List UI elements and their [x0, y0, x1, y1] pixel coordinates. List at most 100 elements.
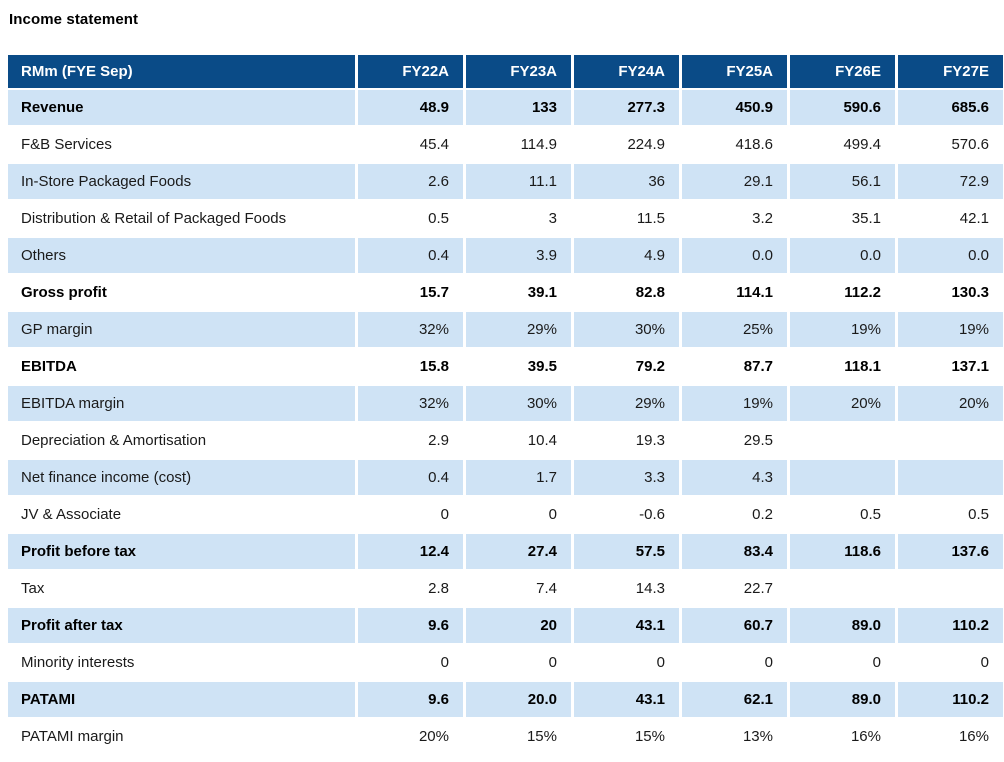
row-value: 114.1: [679, 275, 787, 310]
row-value: 118.1: [787, 349, 895, 384]
row-label: Revenue: [21, 99, 84, 116]
row-value: 29.1: [679, 164, 787, 199]
row-value: 0.0: [787, 238, 895, 273]
row-value: 685.6: [895, 90, 1003, 125]
row-value: 1.7: [463, 460, 571, 495]
row-value: 30%: [463, 386, 571, 421]
row-value: 20%: [787, 386, 895, 421]
table-row: PATAMI margin 20% 15% 15% 13% 16% 16%: [8, 719, 1003, 754]
row-value: 0: [355, 497, 463, 532]
row-value: -0.6: [571, 497, 679, 532]
row-value: 12.4: [355, 534, 463, 569]
row-label: F&B Services: [21, 136, 112, 153]
row-label: Net finance income (cost): [21, 469, 192, 486]
row-value: 137.6: [895, 534, 1003, 569]
row-value: 112.2: [787, 275, 895, 310]
table-row: Distribution & Retail of Packaged Foods …: [8, 201, 1003, 236]
row-value: 19%: [787, 312, 895, 347]
row-value: 10.4: [463, 423, 571, 458]
row-label: Minority interests: [21, 654, 135, 671]
header-year-cell: FY24A: [571, 55, 679, 88]
row-value: 16%: [895, 719, 1003, 754]
row-value: 133: [463, 90, 571, 125]
row-value: 4.3: [679, 460, 787, 495]
row-value: 0.4: [355, 460, 463, 495]
row-value: 130.3: [895, 275, 1003, 310]
row-value: 418.6: [679, 127, 787, 162]
row-value: 29%: [571, 386, 679, 421]
row-value: 15.8: [355, 349, 463, 384]
row-value: [895, 460, 1003, 495]
row-value: 0.5: [895, 497, 1003, 532]
row-value: 7.4: [463, 571, 571, 606]
row-value: 20%: [895, 386, 1003, 421]
row-value: 15%: [571, 719, 679, 754]
row-value: 39.1: [463, 275, 571, 310]
row-value: 11.1: [463, 164, 571, 199]
row-value: 11.5: [571, 201, 679, 236]
row-value: 0: [355, 645, 463, 680]
table-row: Tax 2.8 7.4 14.3 22.7: [8, 571, 1003, 606]
row-value: 3: [463, 201, 571, 236]
row-label: PATAMI: [21, 691, 76, 708]
row-value: 0: [679, 645, 787, 680]
row-value: [787, 571, 895, 606]
row-value: 22.7: [679, 571, 787, 606]
row-value: 35.1: [787, 201, 895, 236]
row-value: 15.7: [355, 275, 463, 310]
row-label: Tax: [21, 580, 45, 597]
row-value: 110.2: [895, 682, 1003, 717]
table-header-row: RMm (FYE Sep) FY22A FY23A FY24A FY25A FY26E F…: [8, 55, 1003, 88]
row-value: 13%: [679, 719, 787, 754]
row-value: 42.1: [895, 201, 1003, 236]
header-year-cell: FY27E: [895, 55, 1003, 88]
row-value: 20%: [355, 719, 463, 754]
page-title: Income statement: [9, 11, 139, 28]
row-value: 25%: [679, 312, 787, 347]
income-statement-table: RMm (FYE Sep) FY22A FY23A FY24A FY25A FY26E F…: [8, 55, 1003, 756]
row-value: 0: [463, 645, 571, 680]
row-value: 14.3: [571, 571, 679, 606]
table-row: Others 0.4 3.9 4.9 0.0 0.0 0.0: [8, 238, 1003, 273]
row-value: 114.9: [463, 127, 571, 162]
table-row: Revenue 48.9 133 277.3 450.9 590.6 685.6: [8, 90, 1003, 125]
row-label: EBITDA margin: [21, 395, 125, 412]
row-value: [895, 423, 1003, 458]
row-value: [787, 423, 895, 458]
table-row: Net finance income (cost) 0.4 1.7 3.3 4.3: [8, 460, 1003, 495]
row-value: 0.4: [355, 238, 463, 273]
row-value: 57.5: [571, 534, 679, 569]
row-value: 83.4: [679, 534, 787, 569]
row-value: 62.1: [679, 682, 787, 717]
table-row: Profit after tax 9.6 20 43.1 60.7 89.0 110.2: [8, 608, 1003, 643]
row-value: 19%: [679, 386, 787, 421]
header-year-cell: FY25A: [679, 55, 787, 88]
row-value: 82.8: [571, 275, 679, 310]
table-row: EBITDA 15.8 39.5 79.2 87.7 118.1 137.1: [8, 349, 1003, 384]
row-value: 36: [571, 164, 679, 199]
row-value: 43.1: [571, 682, 679, 717]
table-row: JV & Associate 0 0 -0.6 0.2 0.5 0.5: [8, 497, 1003, 532]
row-value: 56.1: [787, 164, 895, 199]
row-value: 110.2: [895, 608, 1003, 643]
header-year-cell: FY26E: [787, 55, 895, 88]
row-value: 0: [463, 497, 571, 532]
row-value: 72.9: [895, 164, 1003, 199]
table-row: EBITDA margin 32% 30% 29% 19% 20% 20%: [8, 386, 1003, 421]
row-value: 0: [895, 645, 1003, 680]
table-row: Profit before tax 12.4 27.4 57.5 83.4 118.6 1…: [8, 534, 1003, 569]
row-value: 60.7: [679, 608, 787, 643]
row-value: 19.3: [571, 423, 679, 458]
row-label: Others: [21, 247, 67, 264]
row-value: 79.2: [571, 349, 679, 384]
row-value: 32%: [355, 312, 463, 347]
row-value: 89.0: [787, 608, 895, 643]
row-value: 0.5: [787, 497, 895, 532]
row-value: 570.6: [895, 127, 1003, 162]
row-value: 87.7: [679, 349, 787, 384]
header-year-cell: FY23A: [463, 55, 571, 88]
table-row: Gross profit 15.7 39.1 82.8 114.1 112.2 130.3: [8, 275, 1003, 310]
row-value: 3.3: [571, 460, 679, 495]
row-label: Gross profit: [21, 284, 107, 301]
